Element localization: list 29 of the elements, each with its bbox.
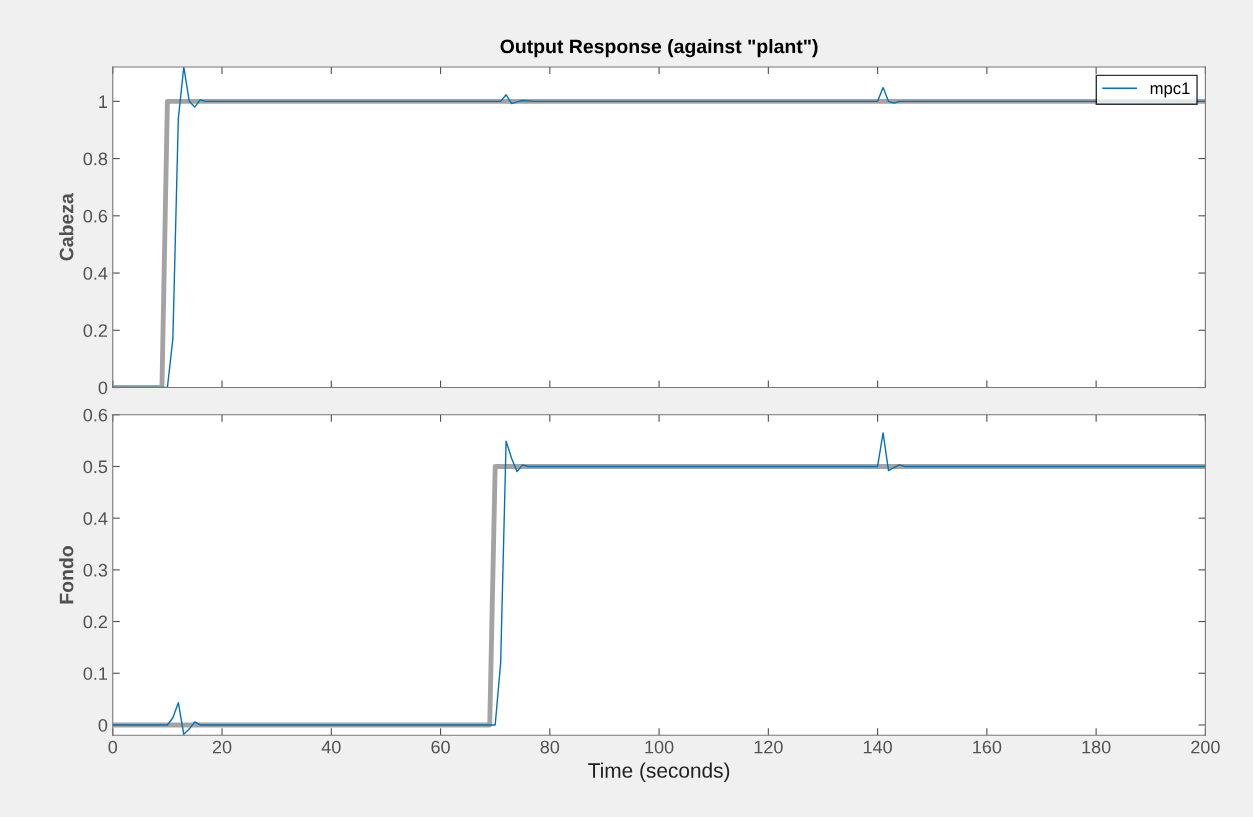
chart-title: Output Response (against "plant") [500,39,818,58]
y-tick-label: 0.6 [83,209,108,223]
x-tick-label: 100 [645,740,674,754]
legend-label: mpc1 [1150,82,1190,98]
x-tick-label: 140 [863,740,892,754]
y-tick-label: 0.2 [83,615,107,629]
y-tick-label: 0.8 [83,152,108,166]
y-tick-label: 0.2 [83,324,107,338]
y-tick-label: 0 [98,381,108,395]
y-tick-label: 0.3 [83,563,108,577]
y-tick-label: 0 [98,718,108,732]
y-tick-label: 0.6 [83,408,108,422]
x-tick-label: 20 [212,740,232,754]
x-tick-label: 120 [754,740,783,754]
x-tick-label: 180 [1082,740,1111,754]
y-tick-label: 0.5 [83,460,108,474]
x-tick-label: 200 [1191,740,1220,754]
x-tick-label: 60 [431,740,450,754]
y-axis-title: Cabeza [59,193,74,261]
x-tick-label: 0 [108,740,118,754]
y-tick-label: 0.4 [83,512,108,525]
y-tick-label: 0.1 [83,667,108,680]
x-tick-label: 80 [540,740,560,754]
x-tick-label: 40 [321,740,341,754]
x-tick-label: 160 [973,740,1002,754]
y-tick-label: 0.4 [83,266,108,280]
y-axis-title: Fondo [59,546,74,604]
x-axis-title: Time (seconds) [588,762,730,782]
y-tick-label: 1 [99,95,108,108]
